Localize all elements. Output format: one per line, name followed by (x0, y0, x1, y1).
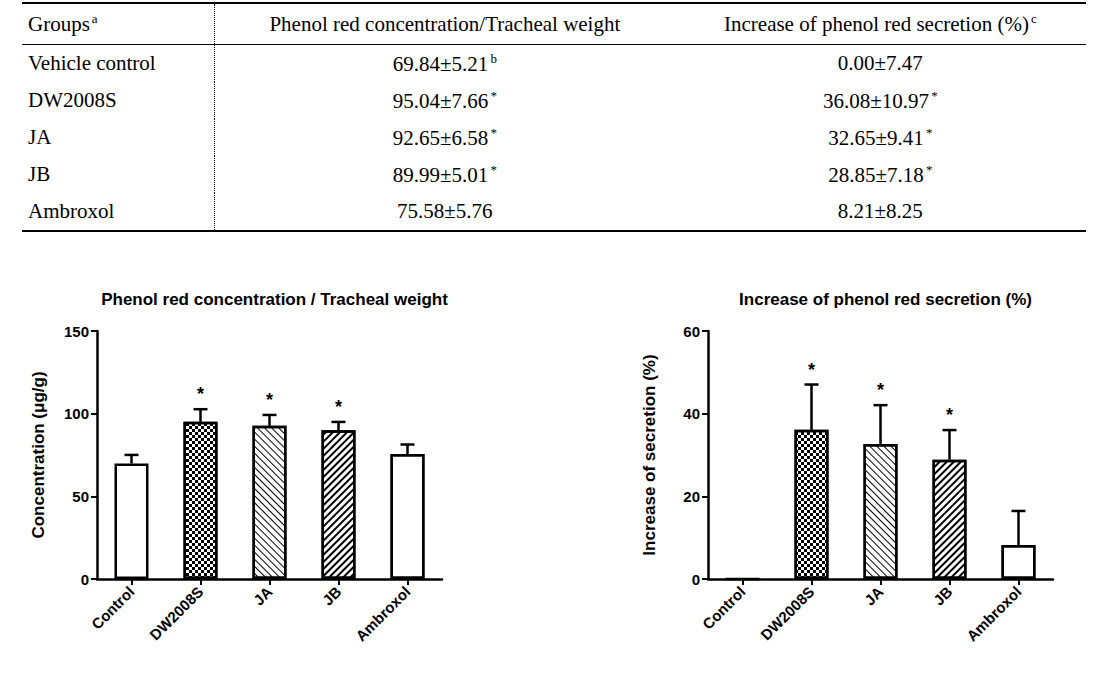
svg-text:DW2008S: DW2008S (146, 583, 206, 643)
html-text:Groupsa: Groupsa (28, 11, 98, 36)
html-text:95.04±7.66*: 95.04±7.66* (392, 87, 497, 113)
svg-text:DW2008S: DW2008S (757, 583, 817, 643)
html-text:0.00±7.47: 0.00±7.47 (837, 51, 923, 75)
html-text:92.65±6.58*: 92.65±6.58* (392, 124, 497, 150)
svg-text:*: * (808, 360, 815, 380)
html-text:Phenol red concentration/Trach: Phenol red concentration/Tracheal weight (269, 11, 621, 36)
html-text:28.85±7.18*: 28.85±7.18* (828, 161, 933, 187)
svg-text:150: 150 (64, 323, 89, 340)
html-text:Vehicle control: Vehicle control (28, 51, 156, 75)
svg-text:60: 60 (683, 323, 700, 340)
html-text:8.21±8.25: 8.21±8.25 (837, 199, 923, 223)
svg-text:*: * (266, 390, 273, 410)
svg-text:Ambroxol: Ambroxol (352, 583, 413, 644)
svg-text:0: 0 (692, 571, 700, 588)
html-text:75.58±5.76: 75.58±5.76 (397, 199, 493, 223)
svg-text:*: * (197, 384, 204, 404)
svg-text:Control: Control (699, 583, 749, 633)
html-text:36.08±10.97*: 36.08±10.97* (823, 87, 938, 113)
html-text:89.99±5.01*: 89.99±5.01* (392, 161, 497, 187)
svg-text:JA: JA (861, 583, 887, 609)
svg-text:40: 40 (683, 405, 700, 422)
svg-text:*: * (946, 405, 953, 425)
html-text:69.84±5.21b: 69.84±5.21b (392, 50, 497, 76)
html-text:32.65±9.41*: 32.65±9.41* (828, 124, 933, 150)
svg-text:Concentration (μg/g): Concentration (μg/g) (29, 371, 48, 538)
svg-text:Control: Control (88, 583, 138, 633)
svg-text:JB: JB (319, 583, 345, 609)
html-text:Ambroxol: Ambroxol (28, 199, 115, 223)
svg-text:100: 100 (64, 405, 89, 422)
svg-text:20: 20 (683, 488, 700, 505)
svg-text:JB: JB (930, 583, 956, 609)
html-text:JB: JB (28, 162, 51, 186)
svg-text:JA: JA (250, 583, 276, 609)
svg-text:*: * (877, 380, 884, 400)
html-text:DW2008S: DW2008S (28, 88, 117, 112)
svg-text:*: * (335, 397, 342, 417)
svg-text:Increase of secretion (%): Increase of secretion (%) (640, 354, 659, 555)
html-text:Increase of phenol red secreti: Increase of phenol red secretion (%)c (724, 11, 1037, 36)
svg-text:Increase of phenol red secreti: Increase of phenol red secretion (%) (739, 290, 1032, 309)
svg-text:50: 50 (72, 488, 89, 505)
svg-text:Ambroxol: Ambroxol (963, 583, 1024, 644)
svg-text:Phenol red concentration / Tra: Phenol red concentration / Tracheal weig… (101, 290, 448, 309)
svg-text:0: 0 (81, 571, 89, 588)
html-text:JA: JA (28, 125, 52, 149)
